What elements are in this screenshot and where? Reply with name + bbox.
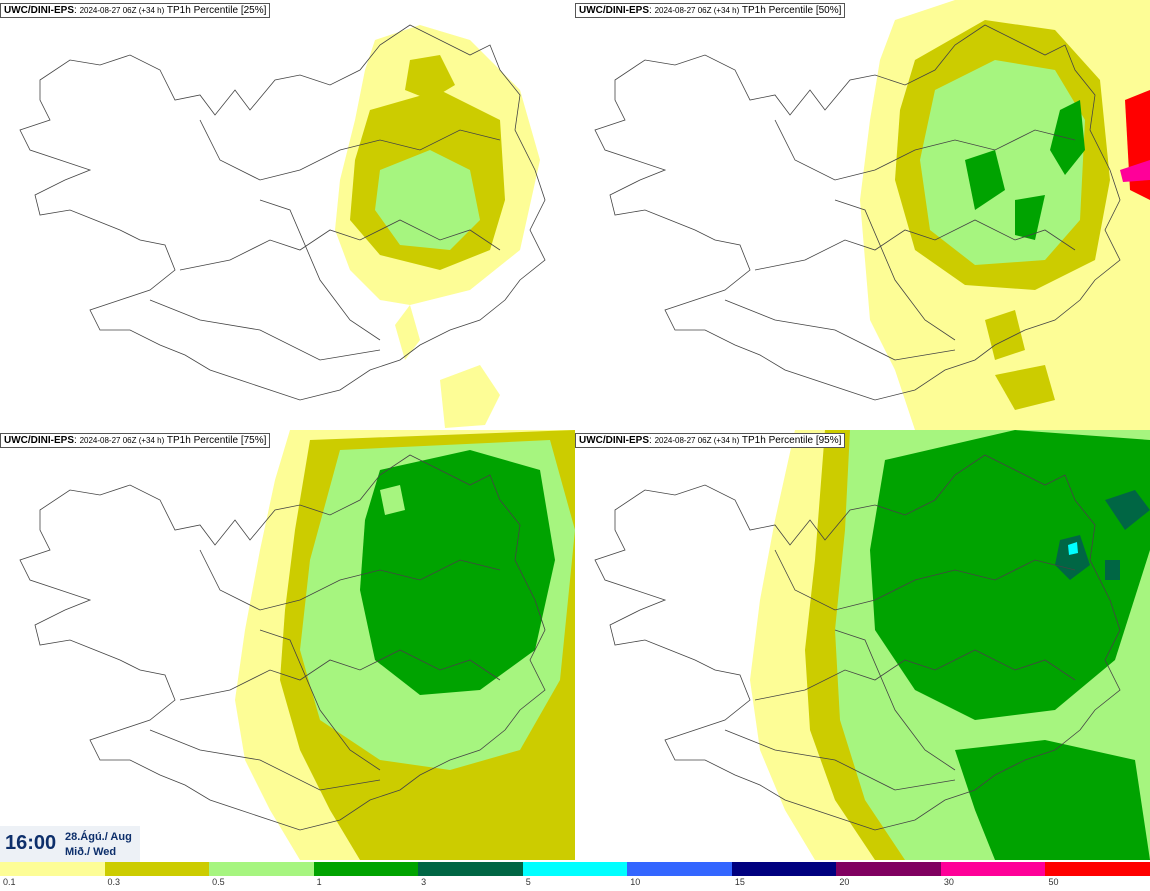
legend-swatch (0, 862, 105, 876)
valid-time-box: 16:00 28.Ágú./ Aug Mið./ Wed (0, 826, 140, 862)
iceland-coastline (594, 24, 1121, 401)
legend-label: 50 (1048, 877, 1059, 887)
iceland-coastline (19, 454, 546, 831)
legend-label: 30 (943, 877, 954, 887)
iceland-coastline (594, 454, 1121, 831)
field-name: TP1h Percentile [75%] (166, 435, 267, 446)
legend-label: 1 (316, 877, 322, 887)
valid-date: 28.Ágú./ Aug (65, 831, 132, 843)
panel-title: UWC/DINI-EPS: 2024-08-27 06Z (+34 h) TP1… (575, 433, 846, 448)
model-source: UWC/DINI-EPS (579, 5, 649, 16)
panel-title: UWC/DINI-EPS: 2024-08-27 06Z (+34 h) TP1… (575, 3, 846, 18)
legend-swatch (940, 862, 1046, 876)
panel-title: UWC/DINI-EPS: 2024-08-27 06Z (+34 h) TP1… (0, 3, 271, 18)
precip-field (750, 430, 1150, 860)
run-time: 2024-08-27 06Z (+34 h) (79, 6, 165, 15)
legend-label: 5 (525, 877, 531, 887)
legend-swatch (1045, 862, 1150, 876)
legend-swatch (104, 862, 210, 876)
precip-map-p25 (19, 24, 546, 428)
run-time: 2024-08-27 06Z (+34 h) (654, 436, 740, 445)
legend-swatch (313, 862, 419, 876)
valid-time: 16:00 (5, 832, 57, 854)
precip-field (860, 0, 1150, 430)
run-time: 2024-08-27 06Z (+34 h) (654, 6, 740, 15)
legend-swatch (731, 862, 837, 876)
legend-swatch (522, 862, 628, 876)
field-name: TP1h Percentile [25%] (166, 5, 267, 16)
legend-label: 15 (734, 877, 745, 887)
legend-label: 20 (839, 877, 850, 887)
legend-swatch (209, 862, 315, 876)
field-name: TP1h Percentile [95%] (741, 435, 842, 446)
model-source: UWC/DINI-EPS (579, 435, 649, 446)
iceland-coastline (19, 24, 546, 401)
precip-map-p95 (594, 430, 1150, 860)
legend-label: 0.3 (107, 877, 121, 887)
model-source: UWC/DINI-EPS (4, 435, 74, 446)
legend-swatch (418, 862, 524, 876)
map-panel-p25: UWC/DINI-EPS: 2024-08-27 06Z (+34 h) TP1… (0, 0, 575, 430)
color-legend: 0.1 0.3 0.5 1 3 5 10 15 20 30 50 (0, 862, 1150, 891)
precip-map-p75 (19, 430, 575, 860)
legend-label: 0.5 (212, 877, 225, 887)
run-time: 2024-08-27 06Z (+34 h) (79, 436, 165, 445)
map-panel-p75: UWC/DINI-EPS: 2024-08-27 06Z (+34 h) TP1… (0, 430, 575, 860)
legend-swatch (836, 862, 942, 876)
map-panel-p50: UWC/DINI-EPS: 2024-08-27 06Z (+34 h) TP1… (575, 0, 1150, 430)
legend-label: 10 (630, 877, 641, 887)
legend-label: 3 (421, 877, 427, 887)
panel-title: UWC/DINI-EPS: 2024-08-27 06Z (+34 h) TP1… (0, 433, 271, 448)
precip-map-p50 (594, 0, 1150, 430)
model-source: UWC/DINI-EPS (4, 5, 74, 16)
legend-label: 0.1 (3, 877, 16, 887)
field-name: TP1h Percentile [50%] (741, 5, 842, 16)
precip-field (235, 430, 575, 860)
map-panel-p95: UWC/DINI-EPS: 2024-08-27 06Z (+34 h) TP1… (575, 430, 1150, 860)
legend-swatch (627, 862, 733, 876)
valid-weekday: Mið./ Wed (65, 846, 117, 858)
precip-field (335, 25, 540, 428)
